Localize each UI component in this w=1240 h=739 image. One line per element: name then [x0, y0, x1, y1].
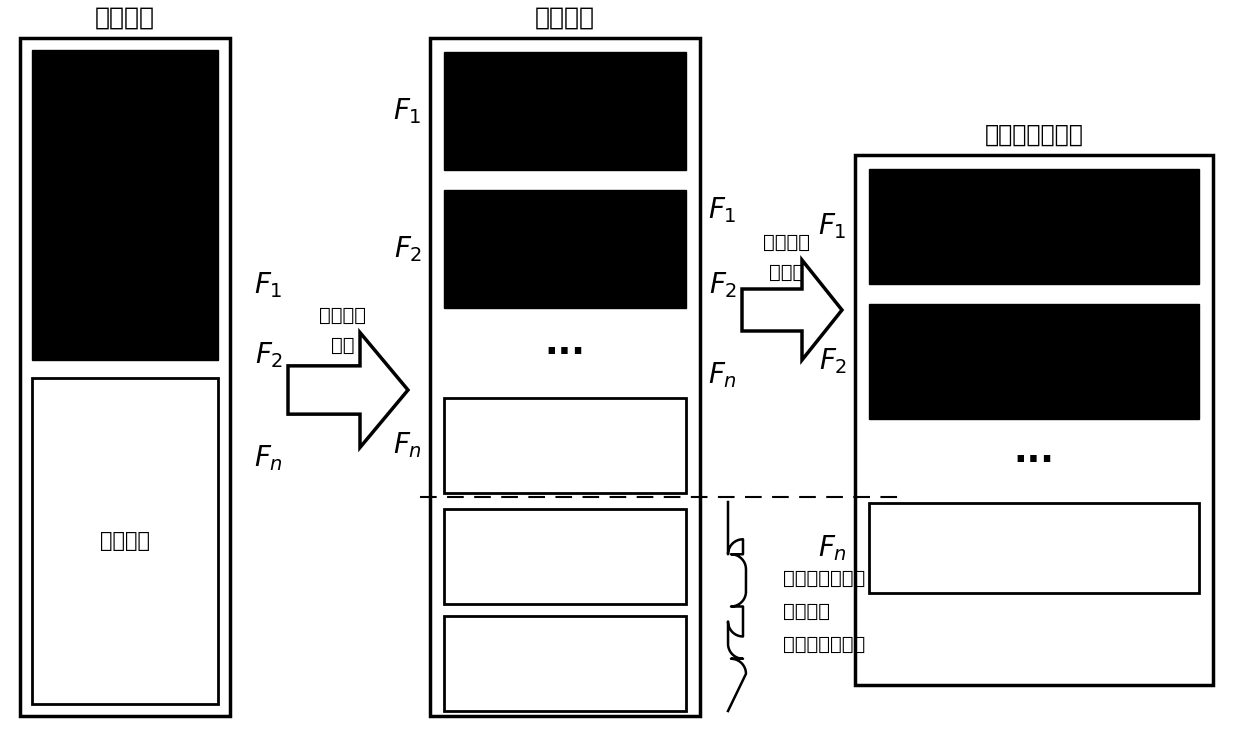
Text: ···: ··· — [1013, 444, 1054, 478]
Text: $F_n$: $F_n$ — [254, 443, 283, 473]
Text: $F_2$: $F_2$ — [818, 347, 847, 376]
Bar — [444, 190, 686, 308]
Text: $F_n$: $F_n$ — [708, 360, 737, 390]
Bar — [869, 169, 1199, 284]
Text: 拥挤度排: 拥挤度排 — [764, 233, 811, 252]
Text: 精英保留: 精英保留 — [320, 305, 367, 324]
Polygon shape — [742, 260, 842, 360]
Text: $F_n$: $F_n$ — [393, 431, 422, 460]
Bar — [32, 50, 218, 360]
Text: 新一代子代种群: 新一代子代种群 — [985, 123, 1084, 147]
Bar — [869, 503, 1199, 593]
Text: $F_1$: $F_1$ — [393, 96, 422, 126]
Text: 策略: 策略 — [331, 336, 355, 355]
Text: 群的个体: 群的个体 — [782, 602, 830, 621]
Bar — [856, 155, 1213, 685]
Text: 未入选下一代种: 未入选下一代种 — [782, 569, 866, 588]
Text: $F_1$: $F_1$ — [708, 195, 737, 225]
Bar — [444, 398, 686, 493]
Text: 父代种群: 父代种群 — [100, 531, 150, 551]
Polygon shape — [288, 333, 408, 448]
Text: 子代种群: 子代种群 — [534, 6, 595, 30]
Bar — [32, 378, 218, 704]
Bar — [444, 509, 686, 604]
Bar — [430, 38, 701, 716]
Text: 序筛选: 序筛选 — [769, 263, 805, 282]
Text: $F_1$: $F_1$ — [254, 270, 283, 300]
Text: $F_2$: $F_2$ — [254, 340, 283, 370]
Text: $F_1$: $F_1$ — [818, 211, 847, 242]
Bar — [444, 52, 686, 170]
Bar — [444, 616, 686, 711]
Text: 子代种群: 子代种群 — [95, 6, 155, 30]
Text: 不分层直接删除: 不分层直接删除 — [782, 635, 866, 654]
Text: ···: ··· — [544, 336, 585, 370]
Text: $F_n$: $F_n$ — [818, 533, 847, 563]
Text: $F_2$: $F_2$ — [393, 234, 422, 264]
Bar — [20, 38, 229, 716]
Text: $F_2$: $F_2$ — [709, 270, 737, 300]
Bar — [869, 304, 1199, 419]
